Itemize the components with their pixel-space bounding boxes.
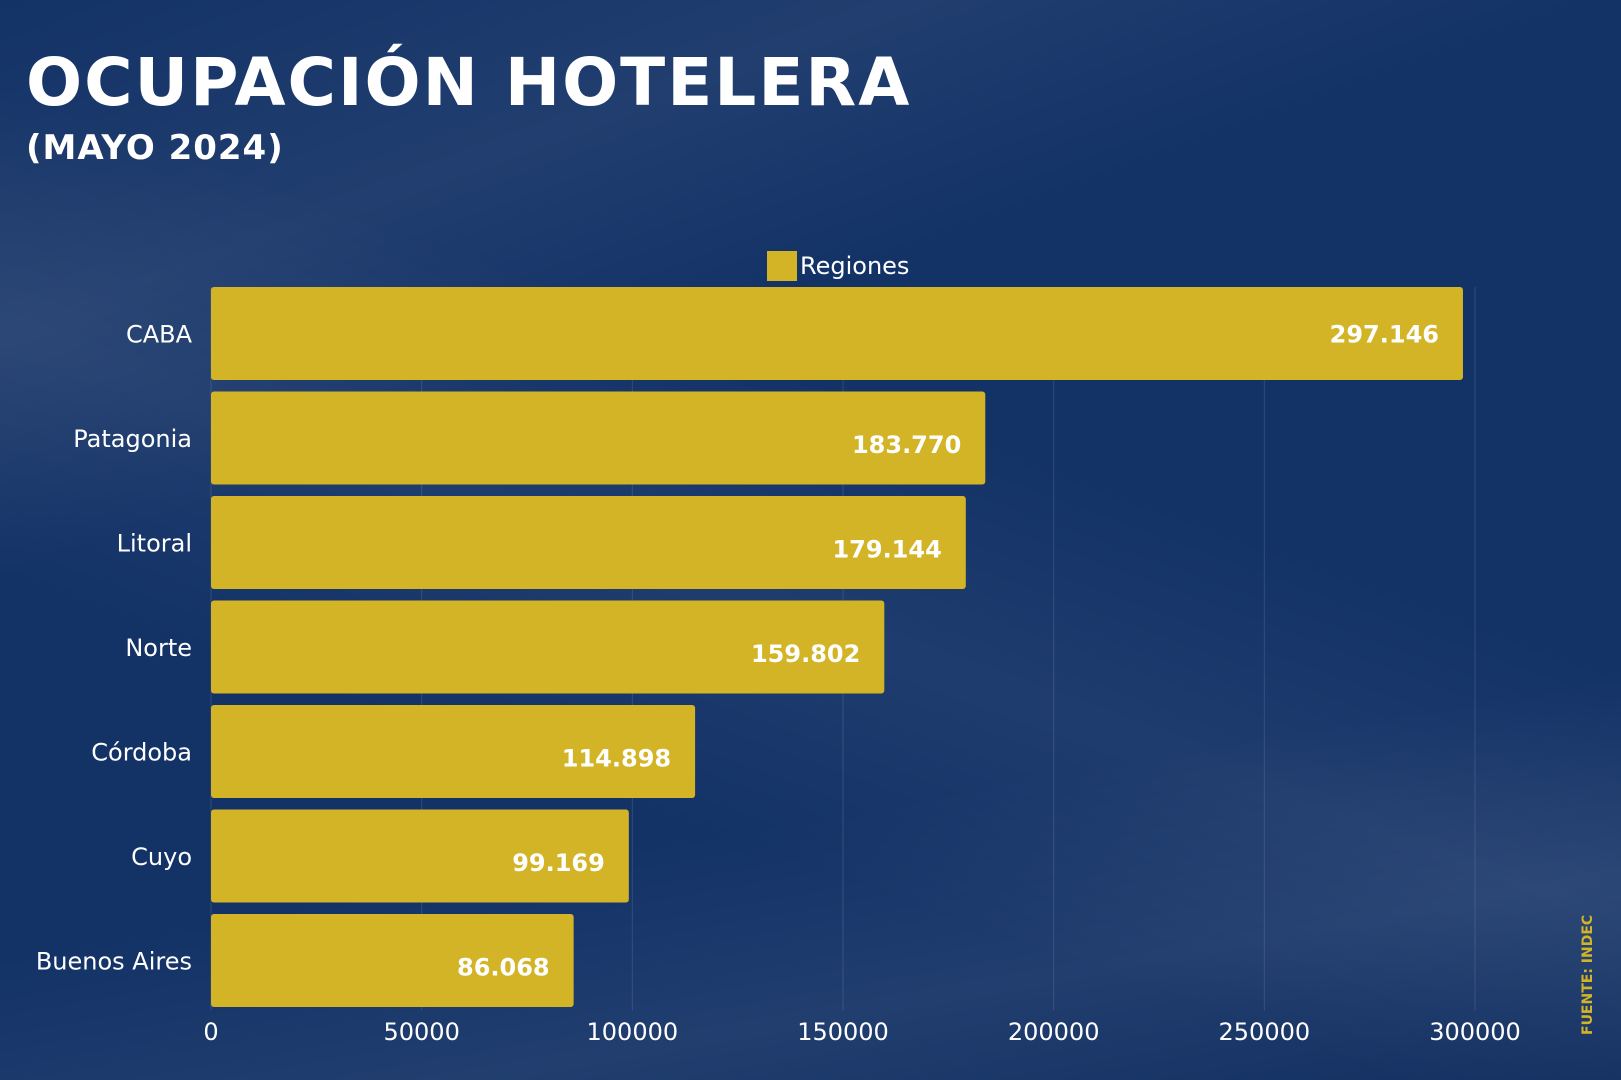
bar [211,705,696,798]
bar [211,914,574,1007]
x-tick-label: 0 [203,1018,218,1046]
data-label: 159.802 [751,640,860,668]
chart-subtitle: (MAYO 2024) [26,128,284,168]
category-label: CABA [126,321,193,349]
bar [211,287,1463,380]
category-label: Litoral [117,530,192,558]
category-label: Norte [125,634,192,662]
category-label: Buenos Aires [36,948,192,976]
category-label: Córdoba [91,739,192,767]
category-label: Patagonia [73,425,192,453]
data-label: 99.169 [512,849,605,877]
data-label: 86.068 [457,954,550,982]
data-label: 179.144 [832,536,941,564]
data-label: 114.898 [562,745,671,773]
x-tick-label: 100000 [587,1018,679,1046]
data-label: 297.146 [1330,321,1439,349]
bar [211,496,966,589]
x-tick-label: 300000 [1429,1018,1521,1046]
x-tick-label: 250000 [1219,1018,1311,1046]
legend-swatch [767,251,797,281]
bar [211,600,885,694]
x-tick-label: 150000 [797,1018,889,1046]
chart-title: OCUPACIÓN HOTELERA [26,44,912,121]
x-tick-label: 50000 [383,1018,459,1046]
bar [211,391,986,485]
x-tick-label: 200000 [1008,1018,1100,1046]
legend-label: Regiones [800,252,909,280]
bar [211,809,629,903]
data-label: 183.770 [852,431,961,459]
category-label: Cuyo [131,843,192,871]
source-note: FUENTE: INDEC [1580,914,1596,1035]
